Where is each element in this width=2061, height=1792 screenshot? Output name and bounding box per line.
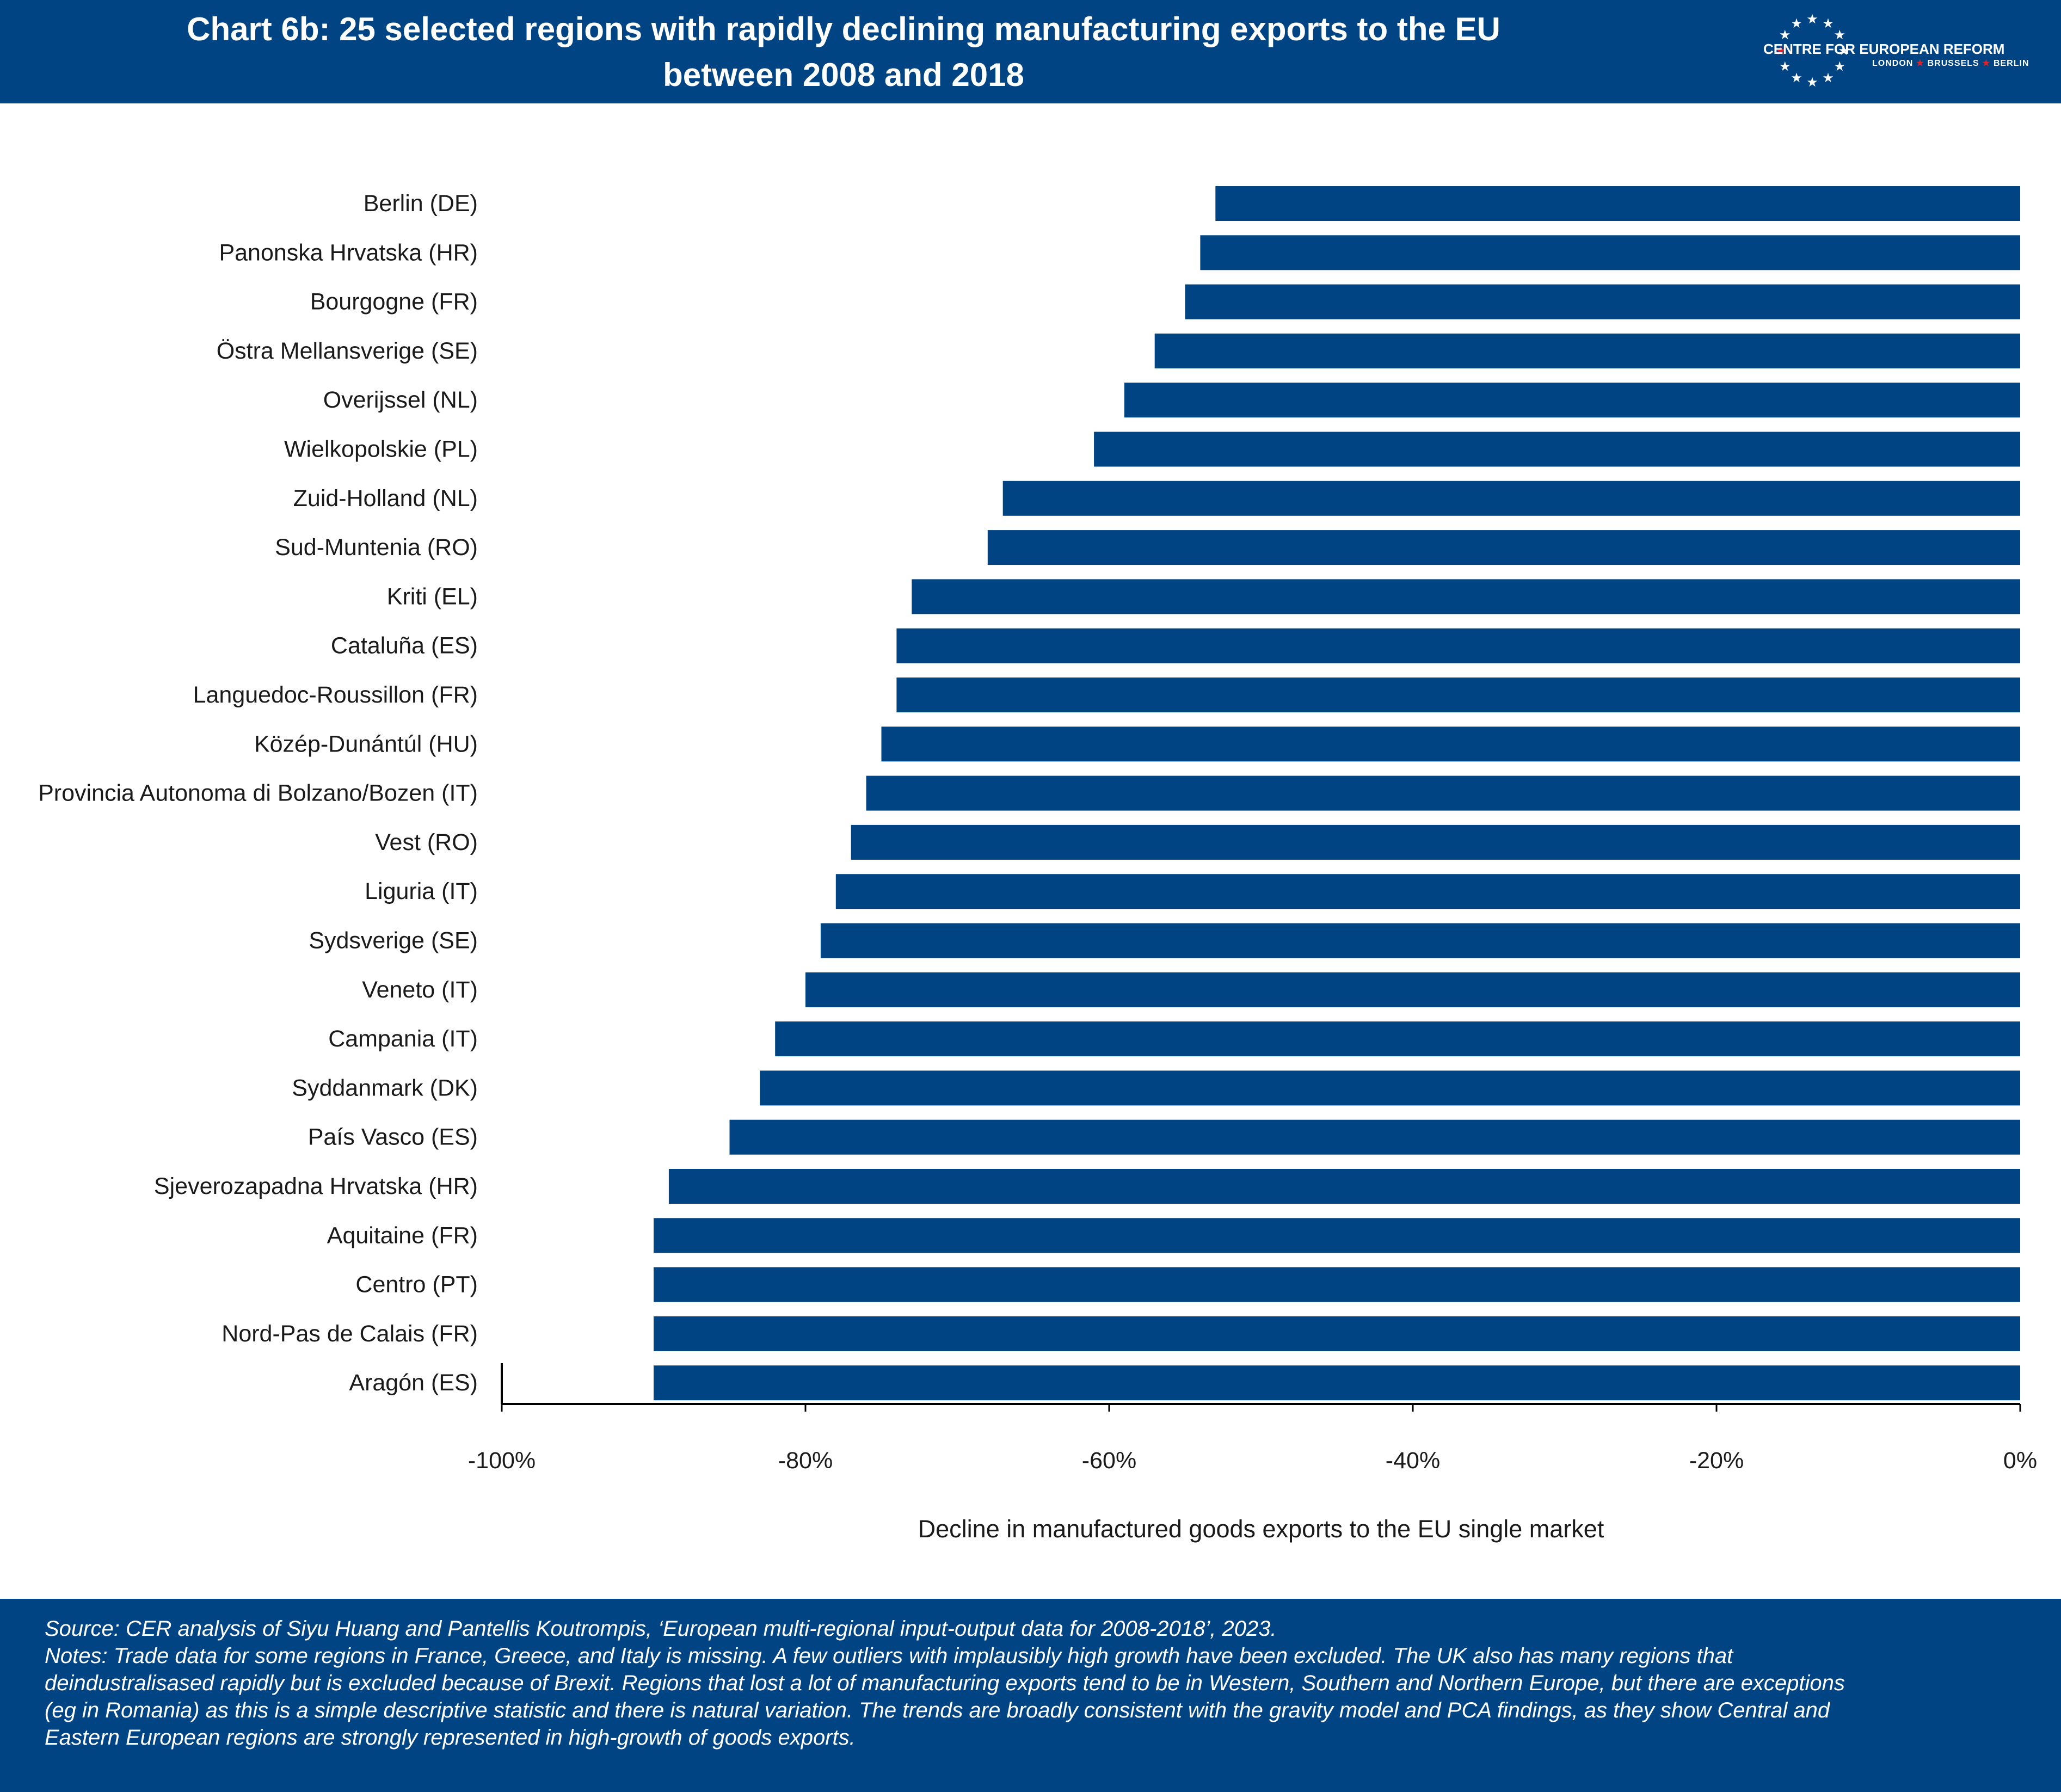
logo-city-brussels: BRUSSELS bbox=[1927, 59, 1979, 68]
category-label: País Vasco (ES) bbox=[308, 1124, 478, 1150]
logo-star-icon: ★ bbox=[1834, 59, 1845, 74]
bar bbox=[729, 1119, 2020, 1155]
category-label: Campania (IT) bbox=[328, 1026, 478, 1052]
logo-star-icon: ★ bbox=[1822, 70, 1834, 85]
bar bbox=[896, 678, 2021, 712]
bar bbox=[1124, 383, 2020, 418]
bar bbox=[820, 923, 2021, 958]
logo-city-london: LONDON bbox=[1872, 59, 1914, 68]
bar bbox=[1094, 432, 2020, 467]
category-label: Syddanmark (DK) bbox=[292, 1075, 478, 1101]
x-tick-label: -20% bbox=[1689, 1448, 1744, 1474]
logo-star-icon: ★ bbox=[1775, 43, 1787, 58]
category-label: Cataluña (ES) bbox=[331, 633, 478, 659]
category-label: Languedoc-Roussillon (FR) bbox=[193, 682, 478, 708]
logo-name: CENTRE FOR EUROPEAN REFORM bbox=[1763, 41, 2005, 57]
logo-star-icon: ★ bbox=[1806, 11, 1818, 27]
category-label: Veneto (IT) bbox=[362, 977, 478, 1003]
bar bbox=[1154, 333, 2020, 368]
notes-line: deindustralisased rapidly but is exclude… bbox=[45, 1671, 1845, 1695]
bar bbox=[1215, 186, 2020, 221]
category-label: Östra Mellansverige (SE) bbox=[217, 338, 478, 364]
bar bbox=[835, 874, 2020, 909]
bar bbox=[1002, 481, 2020, 516]
bar bbox=[760, 1070, 2020, 1106]
category-label: Kriti (EL) bbox=[387, 583, 478, 609]
category-label: Sjeverozapadna Hrvatska (HR) bbox=[154, 1173, 478, 1199]
logo-star-icon: ★ bbox=[1838, 43, 1850, 58]
notes-line: Eastern European regions are strongly re… bbox=[45, 1726, 856, 1750]
bar bbox=[654, 1267, 2020, 1302]
category-label: Nord-Pas de Calais (FR) bbox=[222, 1321, 478, 1347]
bar bbox=[1200, 235, 2020, 270]
x-tick-label: -60% bbox=[1082, 1448, 1136, 1474]
x-tick-label: -80% bbox=[778, 1448, 833, 1474]
category-label: Aragón (ES) bbox=[349, 1370, 478, 1396]
bar bbox=[805, 972, 2020, 1007]
category-label: Zuid-Holland (NL) bbox=[293, 485, 478, 512]
chart-title: Chart 6b: 25 selected regions with rapid… bbox=[0, 7, 1687, 98]
logo-star-icon: ★ bbox=[1791, 16, 1802, 31]
bar bbox=[654, 1316, 2020, 1351]
category-label: Sud-Muntenia (RO) bbox=[275, 534, 478, 561]
category-label: Liguria (IT) bbox=[365, 878, 478, 904]
footer-notes: Source: CER analysis of Siyu Huang and P… bbox=[0, 1599, 2061, 1792]
category-label: Overijssel (NL) bbox=[323, 387, 478, 413]
star-separator-icon: ★ bbox=[1916, 59, 1925, 68]
logo-star-icon: ★ bbox=[1779, 59, 1791, 74]
category-label: Bourgogne (FR) bbox=[310, 289, 478, 315]
bar bbox=[654, 1365, 2020, 1401]
x-tick-label: -100% bbox=[468, 1448, 536, 1474]
bar bbox=[912, 579, 2020, 614]
logo-star-icon: ★ bbox=[1791, 70, 1802, 85]
source-note: Source: CER analysis of Siyu Huang and P… bbox=[45, 1617, 1277, 1641]
bar-chart: Berlin (DE) Panonska Hrvatska (HR) Bourgog… bbox=[38, 186, 2037, 1543]
logo-star-icon: ★ bbox=[1806, 75, 1818, 90]
bar bbox=[987, 530, 2020, 565]
bar bbox=[896, 628, 2021, 663]
notes-line: (eg in Romania) as this is a simple desc… bbox=[45, 1698, 1830, 1722]
chart-title-line1: Chart 6b: 25 selected regions with rapid… bbox=[187, 11, 1500, 47]
category-label: Provincia Autonoma di Bolzano/Bozen (IT) bbox=[38, 780, 478, 806]
x-tick-label: 0% bbox=[2003, 1448, 2037, 1474]
logo-star-icon: ★ bbox=[1779, 27, 1791, 42]
category-label: Berlin (DE) bbox=[364, 190, 478, 217]
bar bbox=[668, 1169, 2021, 1204]
category-label: Centro (PT) bbox=[355, 1272, 478, 1298]
notes-text: Notes: Trade data for some regions in Fr… bbox=[45, 1642, 2047, 1751]
logo-cities: LONDON ★ BRUSSELS ★ BERLIN bbox=[1872, 58, 2029, 69]
header-banner: Chart 6b: 25 selected regions with rapid… bbox=[0, 0, 2061, 103]
bar bbox=[775, 1021, 2020, 1057]
bar bbox=[1185, 284, 2020, 319]
logo-city-berlin: BERLIN bbox=[1993, 59, 2029, 68]
category-label: Közép-Dunántúl (HU) bbox=[254, 731, 478, 757]
bar bbox=[881, 726, 2020, 762]
logo-star-icon: ★ bbox=[1822, 16, 1834, 31]
category-label: Vest (RO) bbox=[375, 829, 478, 855]
category-label: Sydsverige (SE) bbox=[309, 928, 478, 954]
bar bbox=[866, 775, 2020, 811]
logo-star-icon: ★ bbox=[1834, 27, 1845, 42]
category-label: Aquitaine (FR) bbox=[327, 1222, 478, 1248]
category-label: Panonska Hrvatska (HR) bbox=[219, 239, 478, 266]
category-label: Wielkopolskie (PL) bbox=[284, 436, 478, 463]
bar bbox=[654, 1218, 2020, 1253]
bar bbox=[851, 824, 2020, 860]
notes-line: Notes: Trade data for some regions in Fr… bbox=[45, 1644, 1733, 1668]
star-separator-icon: ★ bbox=[1982, 59, 1991, 68]
chart-title-line2: between 2008 and 2018 bbox=[663, 57, 1024, 93]
x-tick-label: -40% bbox=[1386, 1448, 1440, 1474]
x-axis-title: Decline in manufactured goods exports to… bbox=[918, 1515, 1604, 1543]
cer-logo-stars: ★ ★★★★★★★★★★★ bbox=[1775, 11, 1850, 90]
